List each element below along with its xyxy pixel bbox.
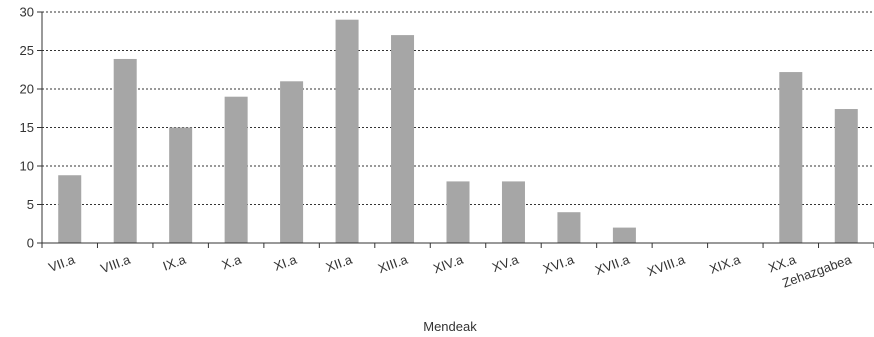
bar: [834, 109, 858, 244]
x-tick-label: XI.a: [272, 251, 300, 273]
bar: [169, 127, 193, 243]
bar: [335, 19, 359, 244]
gridlines: [42, 11, 874, 205]
bar: [501, 181, 525, 243]
bar: [113, 58, 137, 243]
bars: [58, 19, 858, 244]
x-tick-label: XIX.a: [707, 251, 743, 276]
bar: [391, 35, 415, 243]
x-tick-label: XVII.a: [593, 251, 632, 277]
bar: [224, 96, 248, 243]
x-tick-label: VII.a: [46, 251, 77, 275]
x-axis-title: Mendeak: [423, 319, 477, 334]
bar: [280, 81, 304, 243]
bar: [446, 181, 470, 243]
bar: [58, 175, 82, 243]
x-axis-ticks: VII.a VIII.a IX.a X.a XI.a XII.a XIII.a XIV.a XV…: [41, 243, 874, 291]
x-tick-label: XVIII.a: [645, 251, 688, 279]
y-tick-label: 5: [27, 197, 34, 212]
y-tick-label: 20: [20, 82, 34, 97]
axes: [41, 12, 874, 244]
bar: [557, 212, 581, 243]
x-tick-label: VIII.a: [99, 251, 133, 276]
x-tick-label: XIV.a: [431, 251, 466, 276]
x-tick-label: XVI.a: [541, 251, 577, 276]
x-tick-label: XIII.a: [376, 251, 410, 276]
x-tick-label: XII.a: [324, 251, 355, 275]
x-tick-label: IX.a: [161, 251, 189, 273]
y-tick-label: 10: [20, 159, 34, 174]
y-tick-label: 25: [20, 43, 34, 58]
y-tick-label: 15: [20, 120, 34, 135]
x-tick-label: X.a: [220, 251, 244, 272]
y-tick-label: 30: [20, 5, 34, 20]
y-tick-label: 0: [27, 236, 34, 251]
bar: [612, 227, 636, 243]
x-tick-label: XV.a: [490, 251, 521, 275]
bar: [779, 72, 803, 243]
y-axis-ticks: 0 5 10 15 20 25 30: [20, 5, 42, 251]
